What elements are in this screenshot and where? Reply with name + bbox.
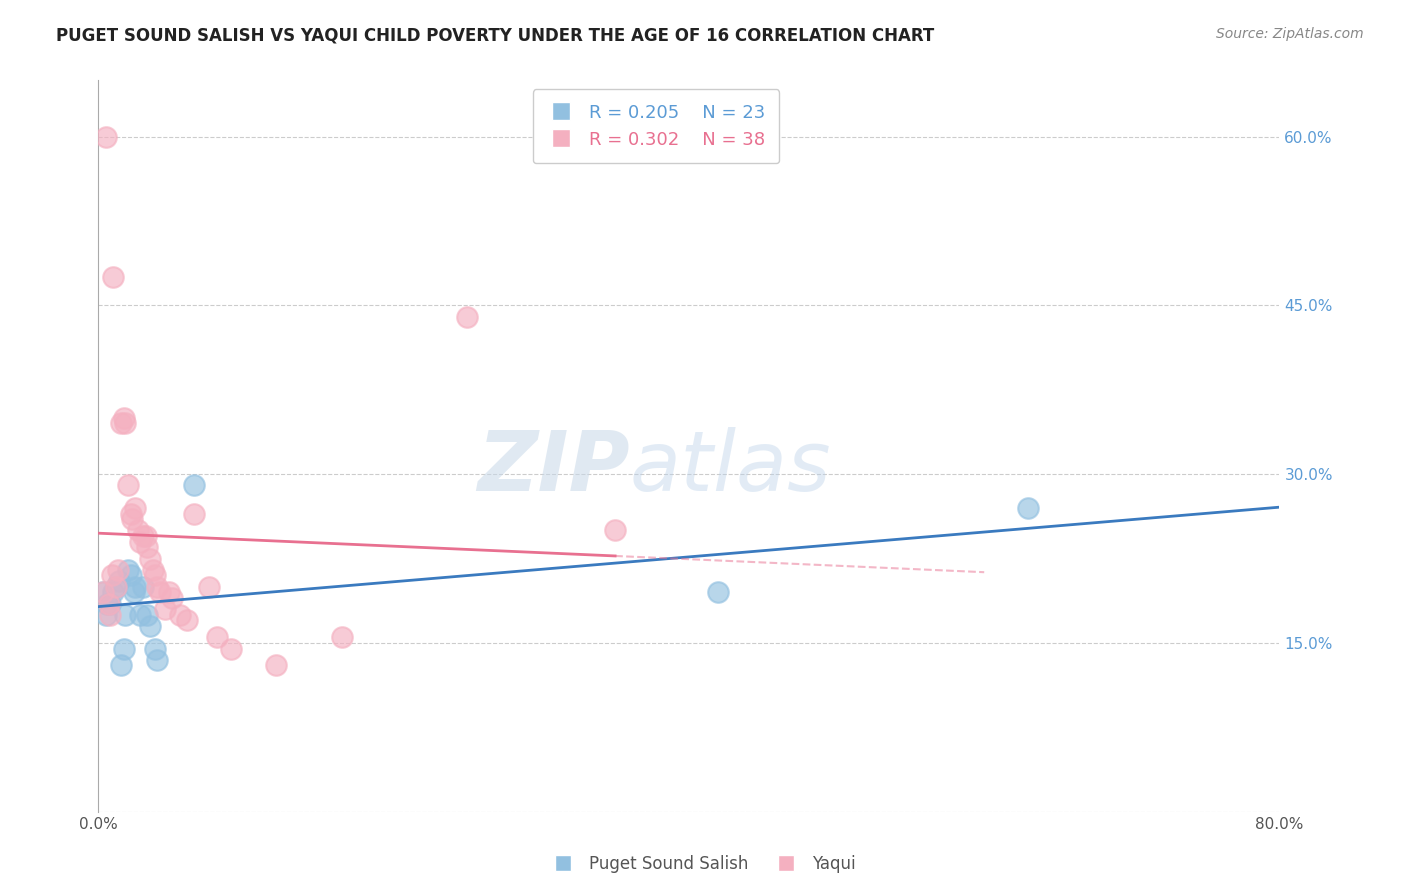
- Point: [169, 607, 191, 622]
- Point: [103, 270, 125, 285]
- Point: [114, 417, 136, 431]
- Point: [146, 580, 169, 594]
- Point: [112, 641, 135, 656]
- Point: [114, 607, 136, 622]
- Text: PUGET SOUND SALISH VS YAQUI CHILD POVERTY UNDER THE AGE OF 16 CORRELATION CHART: PUGET SOUND SALISH VS YAQUI CHILD POVERT…: [56, 27, 935, 45]
- Point: [110, 658, 132, 673]
- Legend: Puget Sound Salish, Yaqui: Puget Sound Salish, Yaqui: [544, 848, 862, 880]
- Point: [135, 529, 157, 543]
- Point: [183, 507, 205, 521]
- Point: [183, 478, 205, 492]
- Point: [100, 568, 122, 582]
- Text: ZIP: ZIP: [477, 427, 630, 508]
- Point: [330, 630, 353, 644]
- Point: [110, 417, 132, 431]
- Point: [198, 580, 221, 594]
- Point: [112, 410, 135, 425]
- Point: [707, 585, 730, 599]
- Point: [136, 541, 159, 555]
- Point: [120, 568, 142, 582]
- Point: [108, 574, 131, 588]
- Point: [117, 478, 139, 492]
- Point: [264, 658, 287, 673]
- Point: [153, 602, 176, 616]
- Point: [221, 641, 243, 656]
- Point: [132, 580, 155, 594]
- Point: [139, 619, 162, 633]
- Point: [142, 563, 165, 577]
- Point: [96, 597, 118, 611]
- Point: [136, 607, 159, 622]
- Point: [139, 551, 162, 566]
- Point: [91, 585, 114, 599]
- Point: [205, 630, 228, 644]
- Point: [157, 585, 180, 599]
- Point: [121, 512, 143, 526]
- Legend: R = 0.205    N = 23, R = 0.302    N = 38: R = 0.205 N = 23, R = 0.302 N = 38: [533, 89, 779, 163]
- Point: [124, 580, 146, 594]
- Point: [149, 585, 172, 599]
- Point: [1018, 500, 1040, 515]
- Point: [143, 641, 166, 656]
- Point: [162, 591, 183, 605]
- Point: [98, 607, 121, 622]
- Point: [120, 507, 142, 521]
- Point: [143, 568, 166, 582]
- Point: [91, 585, 114, 599]
- Point: [94, 129, 117, 144]
- Point: [457, 310, 479, 324]
- Point: [127, 524, 149, 538]
- Point: [128, 534, 150, 549]
- Point: [105, 580, 128, 594]
- Point: [98, 597, 121, 611]
- Point: [146, 653, 169, 667]
- Point: [176, 614, 198, 628]
- Point: [105, 580, 128, 594]
- Point: [124, 500, 146, 515]
- Point: [97, 597, 120, 611]
- Point: [103, 585, 125, 599]
- Point: [132, 529, 155, 543]
- Text: atlas: atlas: [630, 427, 831, 508]
- Point: [117, 563, 139, 577]
- Text: Source: ZipAtlas.com: Source: ZipAtlas.com: [1216, 27, 1364, 41]
- Point: [122, 585, 145, 599]
- Point: [128, 607, 150, 622]
- Point: [94, 607, 117, 622]
- Point: [605, 524, 627, 538]
- Point: [107, 563, 129, 577]
